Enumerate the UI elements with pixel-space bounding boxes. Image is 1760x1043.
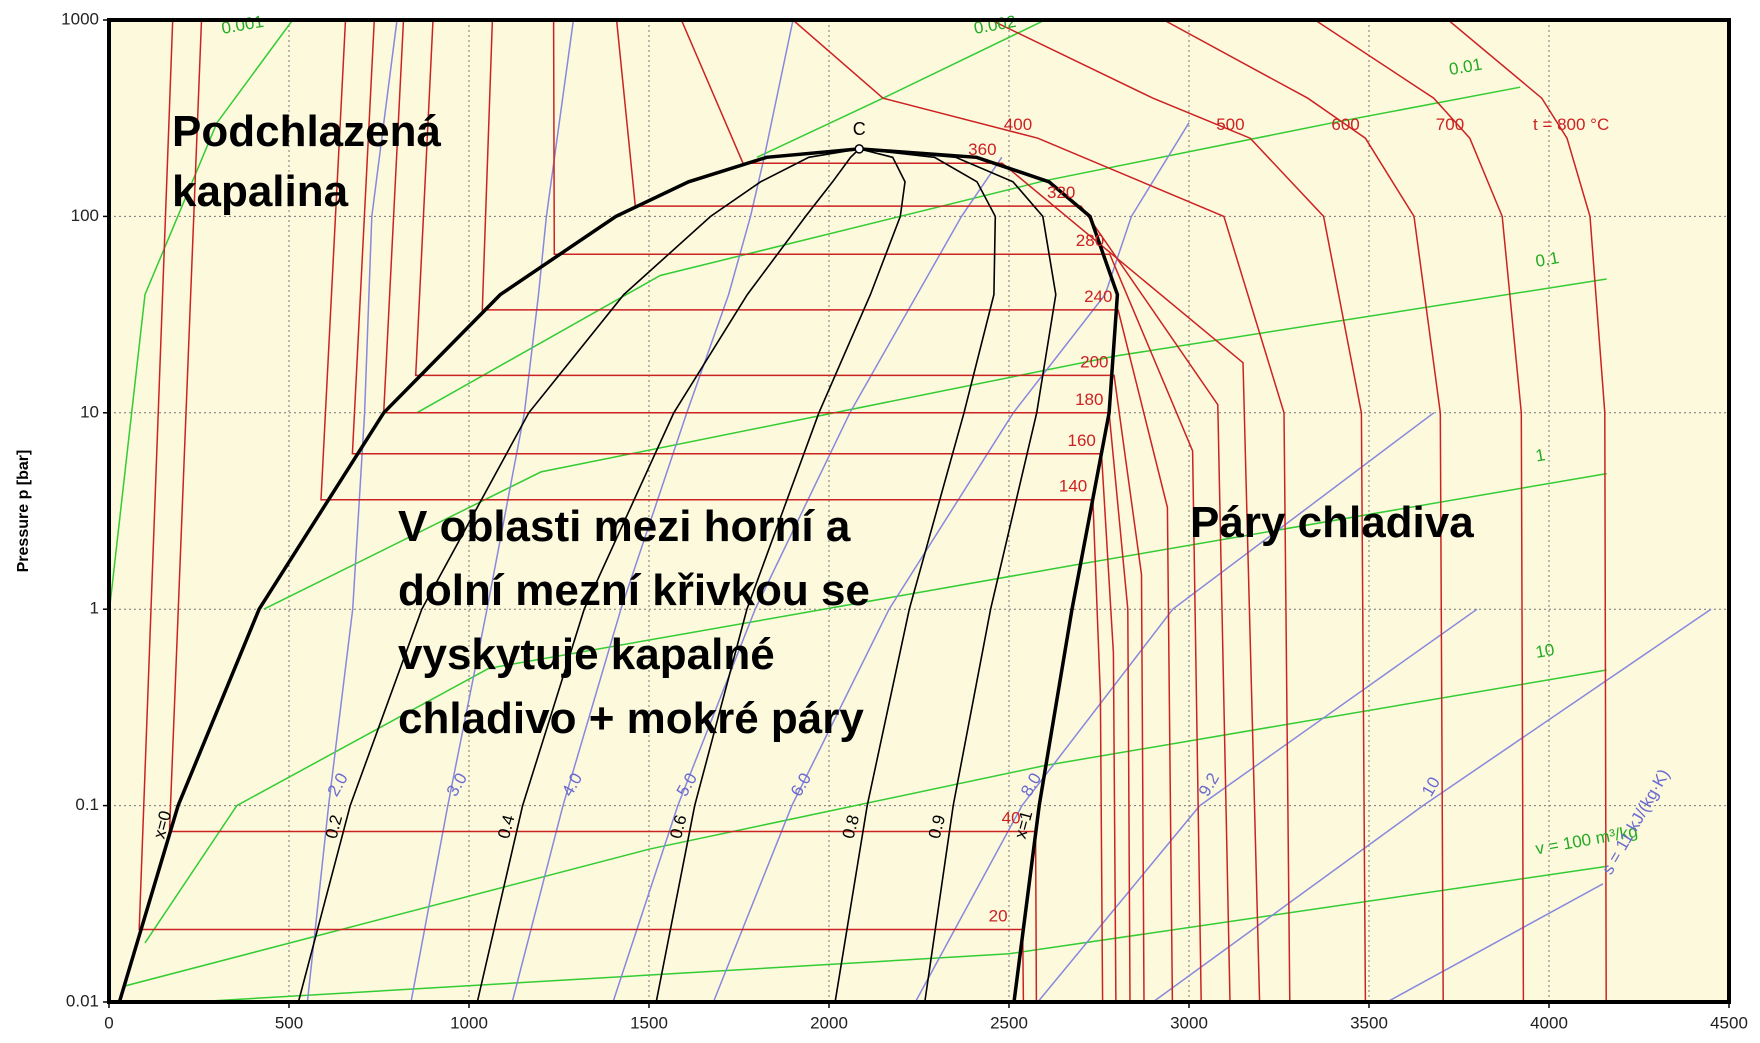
isochore (144, 472, 1607, 944)
isotherm-label: 200 (1080, 352, 1108, 371)
isotherm (138, 20, 1025, 1002)
plot-frame (107, 18, 1731, 1004)
isotherm (552, 20, 1202, 1002)
quality-line (834, 148, 997, 1002)
quality-line (297, 148, 860, 1002)
quality-line (117, 147, 860, 1002)
isotherm (680, 20, 1261, 1002)
isotherm-label: 240 (1084, 287, 1112, 306)
annotation: Podchlazená (172, 107, 441, 156)
annotations: Podchlazená kapalina V oblasti mezi horní … (172, 107, 1474, 743)
quality-line (476, 148, 860, 1002)
isotherm-label: 500 (1216, 115, 1244, 134)
annotation: Páry chladiva (1190, 498, 1474, 547)
y-tick-label: 10 (80, 402, 99, 421)
x-tick-label: 3500 (1350, 1013, 1388, 1032)
isotherm-label: 140 (1059, 477, 1087, 496)
y-tick-label: 1000 (61, 9, 99, 28)
axes: 0 500 1000 1500 2000 2500 3000 3500 4000 45000.01… (61, 9, 1748, 1032)
isochore-label: 0.1 (1534, 248, 1561, 271)
quality-line (859, 147, 1120, 1002)
y-tick-label: 0.01 (66, 991, 99, 1010)
x-tick-label: 2500 (990, 1013, 1028, 1032)
isotherm-label: 700 (1436, 115, 1464, 134)
x-tick-label: 3000 (1170, 1013, 1208, 1032)
isotherm (615, 20, 1231, 1002)
y-tick-label: 100 (71, 206, 99, 225)
isotherm (1314, 20, 1525, 1002)
annotation: kapalina (172, 167, 349, 216)
isochore (193, 865, 1607, 1002)
x-tick-label: 1500 (630, 1013, 668, 1032)
isotherm-label: 400 (1004, 115, 1032, 134)
critical-label: C (853, 119, 866, 139)
isentrope (1152, 608, 1712, 1002)
isentrope (1037, 608, 1478, 1002)
annotation: V oblasti mezi horní a (398, 502, 851, 551)
x-tick-label: 0 (104, 1013, 113, 1032)
isochore (109, 20, 294, 614)
isotherm-label: 160 (1068, 431, 1096, 450)
curves (109, 20, 1712, 1002)
isotherm-label: 600 (1331, 115, 1359, 134)
x-tick-label: 4500 (1710, 1013, 1748, 1032)
quality-line (859, 148, 1057, 1002)
isochore-label: 10 (1534, 640, 1556, 662)
x-tick-label: 1000 (450, 1013, 488, 1032)
isotherm (1447, 20, 1607, 1002)
x-tick-label: 2000 (810, 1013, 848, 1032)
isentrope (306, 20, 398, 1002)
y-tick-label: 0.1 (75, 795, 99, 814)
quality-line (655, 148, 906, 1002)
isotherm-label: 280 (1076, 231, 1104, 250)
isentrope (914, 412, 1435, 1002)
isentrope (511, 20, 794, 1002)
annotation: vyskytuje kapalné (398, 630, 775, 679)
isotherm (168, 20, 1038, 1002)
y-tick-label: 1 (90, 599, 99, 618)
annotation: dolní mezní křivkou se (398, 566, 870, 615)
y-axis-label: Pressure p [bar] (15, 450, 32, 573)
isotherm (1163, 20, 1444, 1002)
annotation: chladivo + mokré páry (398, 694, 864, 743)
isotherm (481, 20, 1174, 1002)
isotherm (792, 20, 1291, 1002)
isotherm-label: t = 800 °C (1533, 115, 1609, 134)
isotherm (990, 20, 1367, 1002)
isentrope (1386, 883, 1604, 1002)
isotherm-label: 320 (1047, 183, 1075, 202)
x-tick-label: 4000 (1530, 1013, 1568, 1032)
isochore (123, 669, 1607, 988)
isotherm (414, 20, 1145, 1002)
plot-background (109, 20, 1729, 1002)
isochore (263, 278, 1607, 610)
isotherm-label: 360 (968, 140, 996, 159)
isochore-label: 1 (1534, 445, 1547, 465)
isotherm-label: 180 (1075, 390, 1103, 409)
isotherm-label: 40 (1002, 809, 1021, 828)
isotherm-label: 20 (989, 906, 1008, 925)
critical-point (854, 144, 864, 154)
x-tick-label: 500 (275, 1013, 303, 1032)
